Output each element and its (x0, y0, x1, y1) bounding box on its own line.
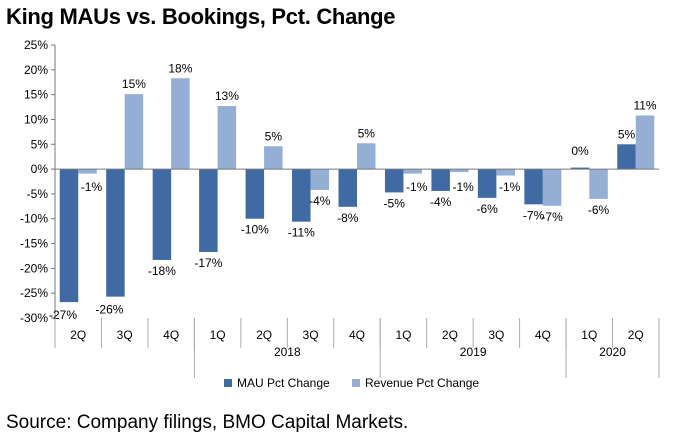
bar-revenue (589, 169, 608, 199)
y-tick-label: -10% (20, 212, 48, 226)
y-tick-label: 10% (24, 112, 48, 126)
x-category-label: 3Q (117, 328, 133, 342)
bar-revenue (264, 146, 283, 170)
data-label-revenue: 13% (215, 89, 239, 103)
bar-revenue (310, 169, 330, 190)
bar-mau (524, 169, 543, 205)
x-category-label: 3Q (303, 328, 319, 342)
data-label-mau: -26% (95, 303, 123, 317)
x-category-label: 4Q (349, 328, 365, 342)
data-label-revenue: 5% (265, 129, 283, 143)
data-label-mau: -17% (194, 256, 222, 270)
bar-mau (106, 169, 125, 297)
legend-swatch (224, 379, 232, 387)
bar-mau (199, 169, 218, 252)
bar-mau (431, 169, 450, 191)
data-label-revenue: -7% (541, 210, 563, 224)
bar-mau (617, 144, 636, 170)
data-label-revenue: 18% (168, 61, 192, 75)
y-tick-label: -15% (20, 237, 48, 251)
x-category-label: 1Q (395, 328, 411, 342)
bar-revenue (78, 169, 97, 174)
y-tick-label: -20% (20, 261, 48, 275)
bar-mau (570, 167, 590, 170)
data-label-revenue: -1% (81, 180, 103, 194)
bar-revenue (542, 169, 562, 206)
bar-revenue (124, 94, 144, 170)
bar-mau (292, 169, 311, 222)
bar-mau (59, 169, 79, 303)
bar-revenue (217, 106, 237, 170)
data-label-mau: -8% (337, 211, 359, 225)
bar-mau (338, 169, 357, 207)
x-category-label: 2Q (70, 328, 86, 342)
y-tick-label: 20% (24, 63, 48, 77)
data-label-mau: -27% (49, 308, 77, 322)
source-note: Source: Company filings, BMO Capital Mar… (6, 412, 409, 433)
data-label-mau: -7% (523, 208, 545, 222)
bar-revenue (635, 115, 655, 170)
legend-swatch (352, 379, 360, 387)
data-label-revenue: -4% (309, 194, 331, 208)
y-tick-label: 15% (24, 88, 48, 102)
y-tick-label: 5% (31, 137, 49, 151)
bar-revenue (449, 169, 469, 173)
data-label-mau: -4% (430, 195, 452, 209)
bar-mau (152, 169, 172, 260)
x-category-label: 2Q (256, 328, 272, 342)
x-category-label: 1Q (210, 328, 226, 342)
data-label-mau: -18% (148, 264, 176, 278)
data-label-revenue: 11% (633, 98, 656, 112)
bar-mau (384, 169, 404, 193)
data-label-revenue: -1% (453, 180, 475, 194)
data-label-mau: 5% (618, 127, 636, 141)
y-tick-label: -25% (20, 286, 48, 300)
legend-label: MAU Pct Change (237, 376, 330, 390)
chart-title: King MAUs vs. Bookings, Pct. Change (6, 4, 396, 29)
x-group-label: 2019 (460, 345, 487, 359)
x-category-label: 4Q (163, 328, 179, 342)
y-tick-label: 0% (31, 162, 49, 176)
x-group-label: 2018 (274, 345, 301, 359)
x-category-label: 1Q (581, 328, 597, 342)
data-label-mau: 0% (571, 144, 589, 158)
x-category-label: 2Q (628, 328, 644, 342)
bar-mau (245, 169, 265, 219)
x-group-label: 2020 (599, 345, 626, 359)
data-label-revenue: 5% (358, 126, 376, 140)
data-label-mau: -5% (384, 196, 406, 210)
bar-revenue (171, 78, 190, 170)
legend-label: Revenue Pct Change (365, 376, 479, 390)
bar-revenue (496, 169, 515, 176)
bar-mau (477, 169, 497, 198)
x-category-label: 2Q (442, 328, 458, 342)
y-tick-label: 25% (24, 38, 48, 52)
x-category-label: 3Q (488, 328, 504, 342)
data-label-mau: -10% (241, 223, 269, 237)
data-label-mau: -6% (476, 202, 498, 216)
y-tick-label: -30% (20, 311, 48, 325)
data-label-revenue: -1% (499, 180, 521, 194)
bar-revenue (403, 169, 422, 174)
data-label-revenue: 15% (122, 77, 146, 91)
y-tick-label: -5% (27, 187, 49, 201)
data-label-revenue: -6% (588, 203, 610, 217)
bar-revenue (357, 143, 376, 170)
data-label-mau: -11% (288, 226, 315, 240)
data-label-revenue: -1% (406, 180, 428, 194)
x-category-label: 4Q (535, 328, 551, 342)
